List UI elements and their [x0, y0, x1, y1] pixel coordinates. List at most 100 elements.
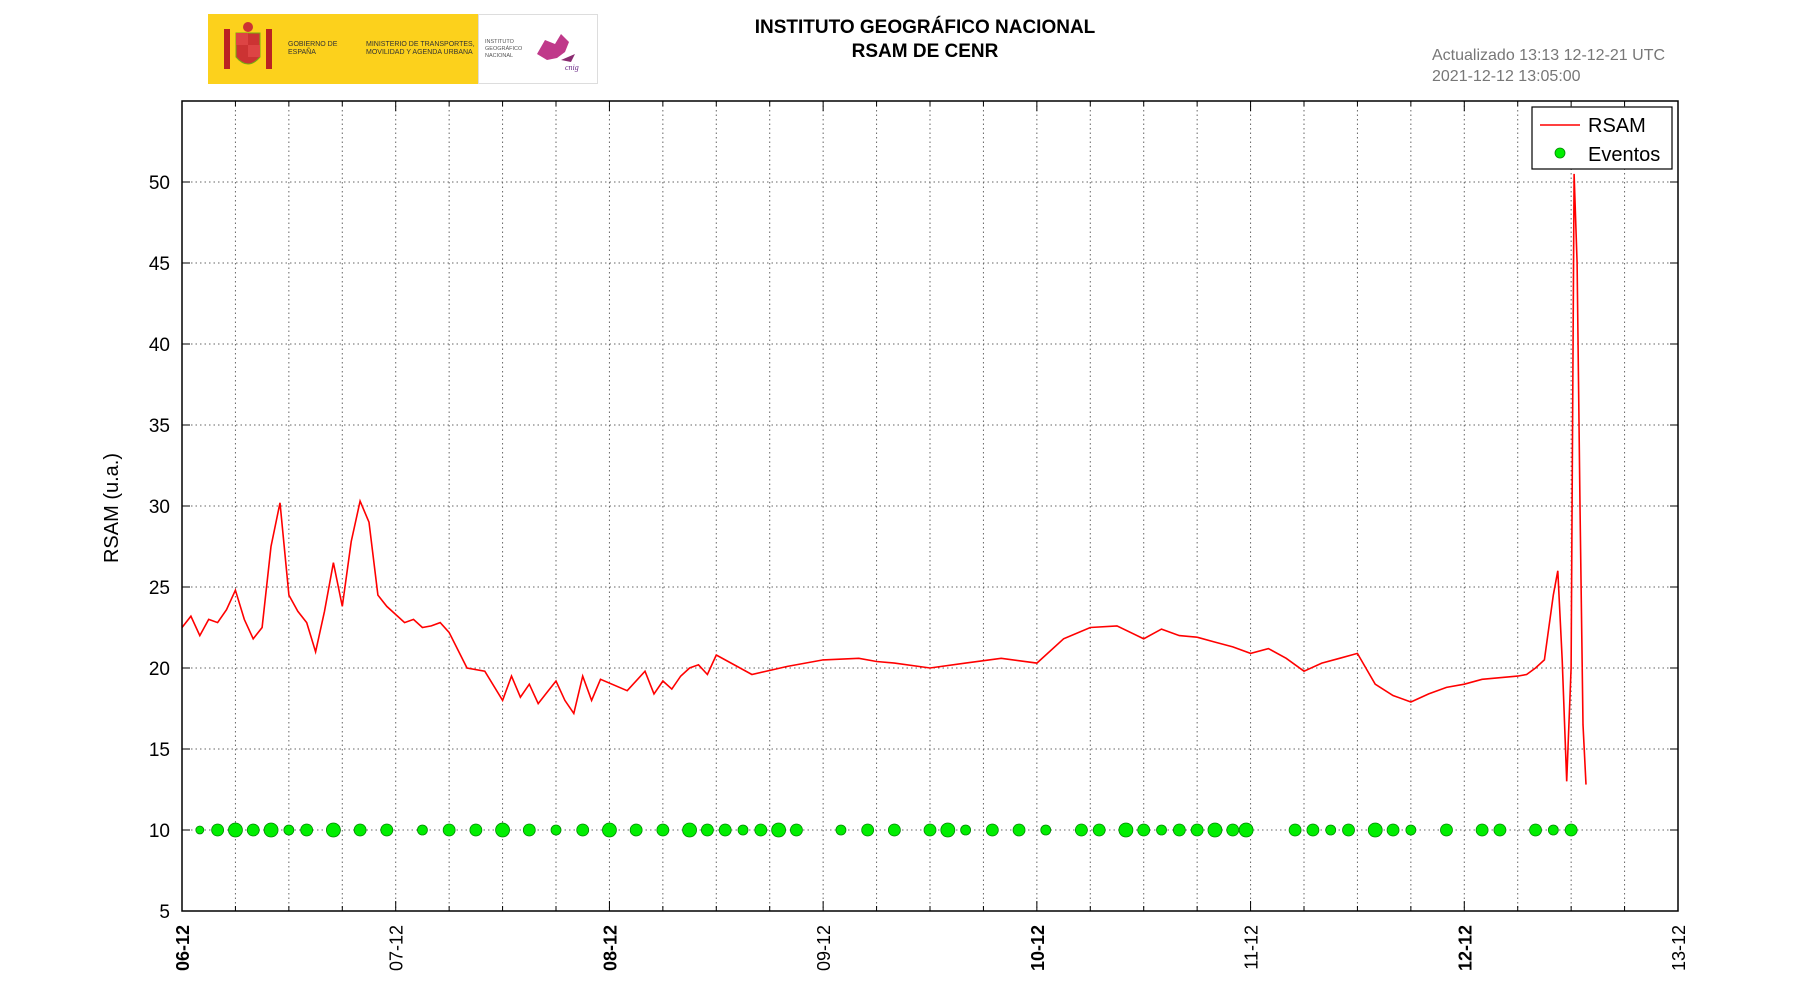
eventos-point	[656, 823, 670, 837]
eventos-point	[211, 823, 225, 837]
eventos-point	[263, 822, 279, 838]
eventos-point	[940, 822, 956, 838]
eventos-point	[1207, 822, 1223, 838]
y-tick-label: 20	[149, 659, 170, 680]
x-tick-label: 06-12	[173, 925, 193, 971]
y-tick-label: 35	[149, 416, 170, 437]
eventos-point	[790, 823, 803, 837]
eventos-point	[1564, 823, 1578, 837]
eventos-point	[754, 823, 768, 837]
legend-eventos-swatch	[1554, 147, 1566, 159]
y-tick-label: 30	[149, 497, 170, 518]
eventos-point	[737, 824, 749, 836]
coat-of-arms-icon	[224, 22, 272, 69]
eventos-point	[1493, 823, 1507, 837]
eventos-point	[1342, 823, 1355, 837]
eventos-point	[1012, 823, 1026, 837]
x-tick-label: 10-12	[1028, 925, 1048, 971]
eventos-point	[861, 823, 875, 837]
eventos-point	[1367, 822, 1383, 838]
eventos-point	[300, 823, 314, 837]
eventos-point	[629, 823, 643, 837]
eventos-point	[771, 822, 787, 838]
timestamp-label: 2021-12-12 13:05:00	[1432, 68, 1581, 85]
eventos-point	[1156, 824, 1167, 836]
y-tick-label: 15	[149, 740, 170, 761]
eventos-point	[1238, 822, 1254, 838]
eventos-point	[283, 824, 295, 836]
ign-logo: INSTITUTO GEOGRÁFICO NACIONAL cnig	[478, 14, 598, 84]
legend-rsam-label: RSAM	[1588, 115, 1646, 137]
eventos-point	[1405, 824, 1417, 836]
x-tick-label: 07-12	[387, 925, 407, 971]
eventos-point	[1547, 824, 1559, 836]
eventos-point	[682, 822, 697, 838]
eventos-point	[1040, 824, 1052, 836]
eventos-point	[985, 823, 999, 837]
eventos-point	[1092, 823, 1106, 837]
y-tick-label: 5	[159, 902, 170, 923]
eventos-point	[960, 824, 972, 836]
y-tick-label: 50	[149, 173, 170, 194]
y-tick-label: 25	[149, 578, 170, 599]
eventos-point	[887, 823, 901, 837]
eventos-series	[195, 822, 1578, 838]
rsam-series	[181, 173, 1587, 785]
legend: RSAM Eventos	[1531, 106, 1673, 170]
eventos-point	[1306, 823, 1320, 837]
eventos-point	[228, 822, 243, 838]
y-tick-label: 40	[149, 335, 170, 356]
eventos-point	[1529, 823, 1542, 837]
eventos-point	[700, 823, 714, 837]
logo-ign-text: INSTITUTO GEOGRÁFICO NACIONAL	[485, 38, 523, 59]
eventos-point	[1137, 823, 1151, 837]
eventos-point	[522, 823, 536, 837]
eventos-point	[1288, 823, 1302, 837]
eventos-point	[246, 823, 260, 837]
eventos-point	[195, 825, 205, 835]
eventos-point	[550, 824, 562, 836]
x-tick-label: 13-12	[1669, 925, 1689, 971]
x-tick-label: 11-12	[1242, 925, 1262, 970]
ign-map-icon: cnig	[537, 34, 579, 72]
logo-gobierno-text: GOBIERNO DE ESPAÑA	[288, 41, 338, 56]
eventos-point	[1475, 823, 1489, 837]
legend-eventos-label: Eventos	[1588, 144, 1660, 166]
eventos-point	[1440, 823, 1453, 837]
chart-title: INSTITUTO GEOGRÁFICO NACIONAL	[754, 17, 1096, 38]
eventos-point	[353, 823, 367, 837]
updated-label: Actualizado 13:13 12-12-21 UTC	[1432, 47, 1666, 64]
x-tick-label: 08-12	[600, 925, 620, 971]
eventos-point	[1325, 824, 1337, 836]
y-axis-label: RSAM (u.a.)	[101, 453, 123, 563]
eventos-point	[495, 822, 510, 838]
eventos-point	[576, 823, 590, 837]
x-tick-label: 12-12	[1455, 925, 1475, 971]
axes: 5 10 15 20 25 30 35 40 45 50 06-12 07-12 08-12 09-12 1…	[149, 100, 1689, 971]
eventos-point	[1226, 823, 1240, 837]
y-tick-label: 10	[149, 821, 170, 842]
ign-mark-text: cnig	[565, 63, 579, 72]
plot-frame	[181, 100, 1679, 912]
eventos-point	[1172, 823, 1186, 837]
eventos-point	[1074, 823, 1088, 837]
logo-ministerio-text: MINISTERIO DE TRANSPORTES, MOVILIDAD Y A…	[366, 41, 475, 56]
eventos-point	[380, 823, 394, 837]
eventos-point	[718, 823, 732, 837]
y-tick-label: 45	[149, 254, 170, 275]
eventos-point	[602, 822, 617, 838]
rsam-line	[181, 173, 1587, 785]
eventos-point	[325, 822, 341, 838]
chart-subtitle: RSAM DE CENR	[851, 41, 999, 62]
eventos-point	[1386, 823, 1400, 837]
eventos-point	[1118, 822, 1134, 838]
eventos-point	[469, 823, 483, 837]
eventos-point	[835, 824, 847, 836]
x-tick-label: 09-12	[814, 925, 834, 971]
grid	[182, 101, 1678, 911]
eventos-point	[417, 824, 428, 836]
legend-box	[1531, 106, 1673, 170]
eventos-point	[1190, 823, 1204, 837]
eventos-point	[442, 823, 456, 837]
